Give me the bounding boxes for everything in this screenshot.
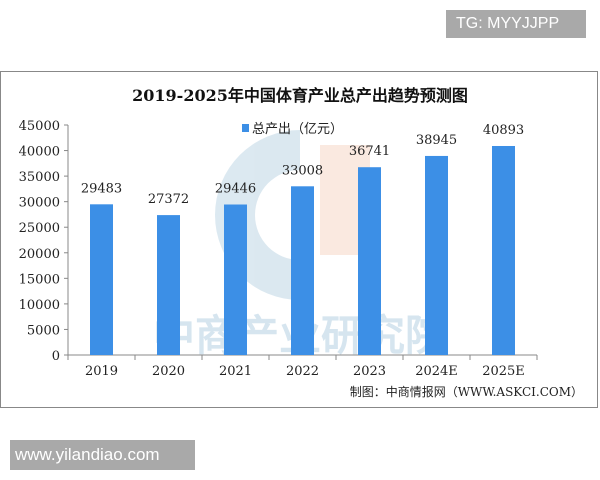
y-tick-label: 25000 [19,221,60,236]
source-note: 制图：中商情报网（WWW.ASKCI.COM） [350,384,583,399]
bar-2025E [492,145,515,355]
bar-2023 [358,167,381,355]
chart-title: 2019-2025年中国体育产业总产出趋势预测图 [132,86,468,105]
data-label: 29446 [215,181,256,196]
y-tick-label: 0 [52,349,60,364]
x-tick-label: 2024E [415,364,458,379]
y-tick-label: 40000 [19,145,60,160]
bar-2022 [291,186,314,355]
x-tick-label: 2020 [152,364,185,379]
data-label: 33008 [282,163,323,178]
data-label: 40893 [483,123,524,138]
bar-2019 [90,204,113,355]
data-label: 36741 [349,144,390,159]
x-tick-label: 2023 [353,364,386,379]
y-tick-label: 20000 [19,247,60,262]
data-label: 29483 [81,181,122,196]
x-tick-label: 2019 [85,364,118,379]
y-tick-label: 30000 [19,196,60,211]
y-tick-label: 10000 [19,298,60,313]
bar-2024E [425,155,448,355]
bar-2021 [224,204,247,355]
x-tick-label: 2021 [219,364,252,379]
y-tick-label: 35000 [19,170,60,185]
x-tick-label: 2022 [286,364,319,379]
y-tick-label: 5000 [27,323,60,338]
legend-label: 总产出（亿元） [252,122,343,137]
chart-frame [0,71,598,408]
legend-swatch [242,124,249,132]
y-tick-label: 15000 [19,272,60,287]
tg-label: TG: MYYJJPP [446,10,586,38]
y-tick-label: 45000 [19,119,60,134]
data-label: 27372 [148,192,189,207]
x-tick-label: 2025E [482,364,525,379]
bar-2020 [157,215,180,355]
site-label: www.yilandiao.com [10,440,195,470]
data-label: 38945 [416,133,457,148]
